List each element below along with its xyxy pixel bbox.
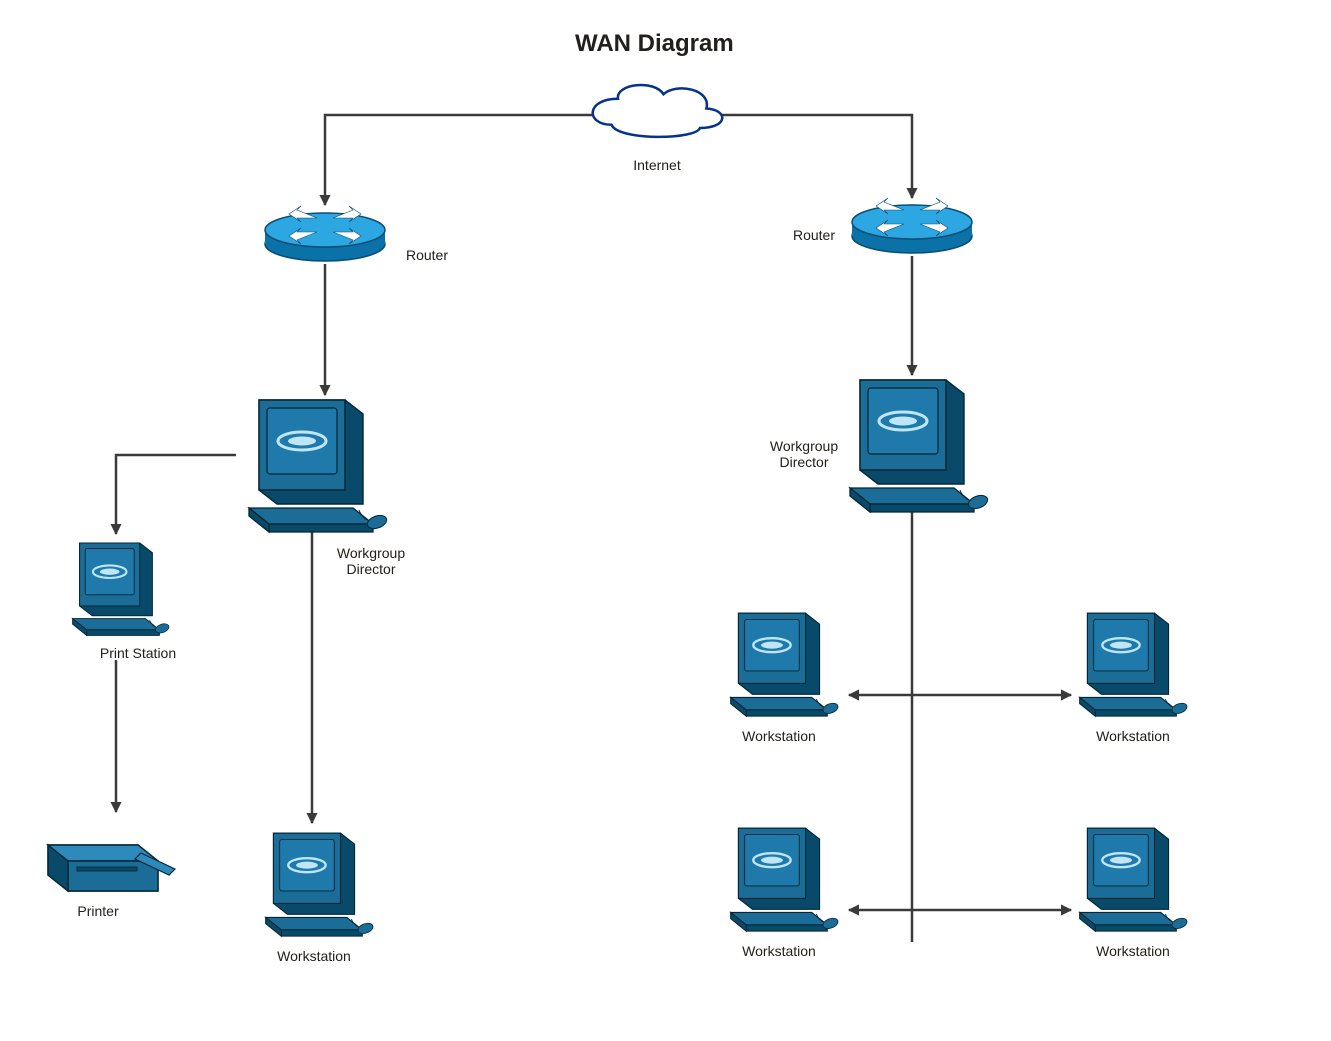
edge-1 xyxy=(720,115,912,198)
label-wd_r: Workgroup Director xyxy=(744,438,864,470)
label-ws_r1: Workstation xyxy=(719,728,839,744)
label-ws_r4: Workstation xyxy=(1073,943,1193,959)
node-ws_r3 xyxy=(731,828,840,931)
node-wd_r xyxy=(850,380,989,512)
label-wd_l: Workgroup Director xyxy=(311,545,431,577)
node-ws_r4 xyxy=(1080,828,1189,931)
node-wd_l xyxy=(249,400,388,532)
node-printer xyxy=(48,845,175,891)
node-print_station xyxy=(73,543,171,635)
label-router_l: Router xyxy=(367,247,487,263)
node-ws_r2 xyxy=(1080,613,1189,716)
label-ws_l: Workstation xyxy=(254,948,374,964)
label-ws_r2: Workstation xyxy=(1073,728,1193,744)
node-ws_r1 xyxy=(731,613,840,716)
label-print_station: Print Station xyxy=(78,645,198,661)
edge-4 xyxy=(116,455,236,534)
label-ws_r3: Workstation xyxy=(719,943,839,959)
diagram-title: WAN Diagram xyxy=(575,30,734,58)
node-router_r xyxy=(852,198,972,253)
label-internet: Internet xyxy=(597,157,717,173)
label-printer: Printer xyxy=(38,903,158,919)
edge-0 xyxy=(325,115,594,205)
edges-group xyxy=(116,115,1071,942)
node-internet xyxy=(593,85,722,137)
node-ws_l xyxy=(266,833,375,936)
diagram-canvas: WAN Diagram Internet Router Router Workgrou… xyxy=(0,0,1331,1041)
nodes-group xyxy=(48,85,1188,936)
label-router_r: Router xyxy=(754,227,874,243)
